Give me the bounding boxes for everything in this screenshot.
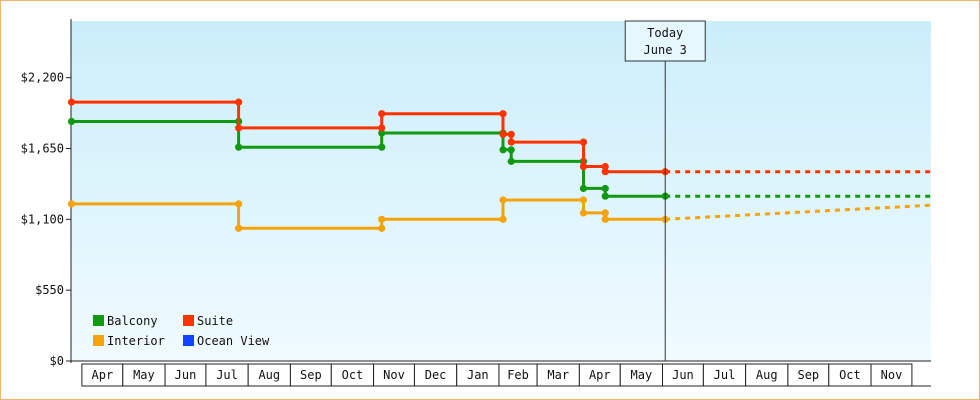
suite-point [579, 138, 588, 146]
month-label: Jul [216, 368, 238, 382]
today-box [624, 20, 706, 62]
balcony-point [601, 192, 609, 200]
series-layer [67, 98, 932, 232]
legend-label-balcony: Balcony [107, 314, 158, 328]
balcony-point [378, 143, 386, 151]
interior-point [378, 224, 386, 232]
month-label: Aug [258, 368, 280, 382]
interior-point [579, 209, 588, 217]
suite-point [601, 168, 609, 176]
suite-point [507, 138, 515, 146]
interior-projection-line [665, 203, 932, 221]
series-interior [67, 196, 932, 232]
balcony-point [235, 143, 243, 151]
month-label: Nov [383, 368, 405, 382]
month-label: Jan [467, 368, 489, 382]
month-label: Aug [756, 368, 778, 382]
today-marker: Today June 3 [624, 20, 706, 361]
today-date-label: June 3 [644, 43, 687, 57]
month-cell [870, 363, 913, 387]
month-label: Jun [175, 368, 197, 382]
interior-point [235, 200, 243, 208]
interior-point [499, 196, 507, 204]
suite-point [499, 110, 507, 118]
balcony-point [499, 146, 507, 154]
legend-label-interior: Interior [107, 334, 165, 348]
legend-swatch-interior [93, 335, 104, 346]
y-tick-label: $0 [50, 354, 64, 368]
month-label: Jul [714, 368, 736, 382]
month-label: May [133, 368, 155, 382]
suite-point [235, 124, 243, 132]
y-tick-label: $1,650 [21, 142, 64, 156]
balcony-point [378, 129, 386, 137]
suite-point [507, 130, 515, 138]
interior-point [235, 224, 243, 232]
series-suite [67, 98, 931, 176]
plot-area [71, 21, 931, 361]
suite-point [67, 98, 76, 106]
interior-point [378, 215, 386, 223]
interior-point [601, 215, 609, 223]
interior-point [67, 200, 76, 208]
today-label: Today [647, 26, 683, 40]
month-label: Jun [672, 368, 694, 382]
balcony-point [601, 184, 609, 193]
suite-point [235, 98, 243, 106]
legend-swatch-suite [183, 315, 194, 326]
month-label: Dec [425, 368, 447, 382]
month-label: Sep [300, 368, 322, 382]
interior-point [579, 196, 588, 204]
suite-point [378, 124, 386, 132]
suite-point [378, 110, 386, 118]
y-tick-label: $2,200 [21, 71, 64, 85]
balcony-point [579, 184, 588, 193]
interior-point [601, 209, 609, 217]
month-label: Mar [547, 368, 569, 382]
balcony-point [507, 146, 515, 154]
suite-point [499, 130, 507, 138]
month-label: Sep [797, 368, 819, 382]
month-label: Oct [342, 368, 364, 382]
interior-point [499, 215, 507, 223]
y-tick-label: $1,100 [21, 212, 64, 226]
y-tick-label: $550 [35, 283, 64, 297]
month-label: May [631, 368, 653, 382]
legend: Balcony Suite Interior Ocean View [93, 314, 270, 348]
y-axis: $0 $550 $1,100 $1,650 $2,200 [21, 19, 72, 368]
suite-point [601, 162, 609, 171]
month-label: Apr [92, 368, 114, 382]
legend-label-ocean-view: Ocean View [197, 334, 270, 348]
x-axis: Apr May Jun Jul Aug Sep Oct Nov Dec Jan Feb Mar Apr M… [71, 360, 931, 387]
legend-label-suite: Suite [197, 314, 233, 328]
month-label: Oct [839, 368, 861, 382]
month-label: Feb [507, 368, 529, 382]
balcony-point [67, 117, 76, 126]
month-label: Nov [881, 368, 903, 382]
suite-point [579, 162, 588, 171]
legend-swatch-balcony [93, 315, 104, 326]
balcony-point [507, 157, 515, 165]
legend-swatch-ocean-view [183, 335, 194, 346]
month-label: Apr [589, 368, 611, 382]
